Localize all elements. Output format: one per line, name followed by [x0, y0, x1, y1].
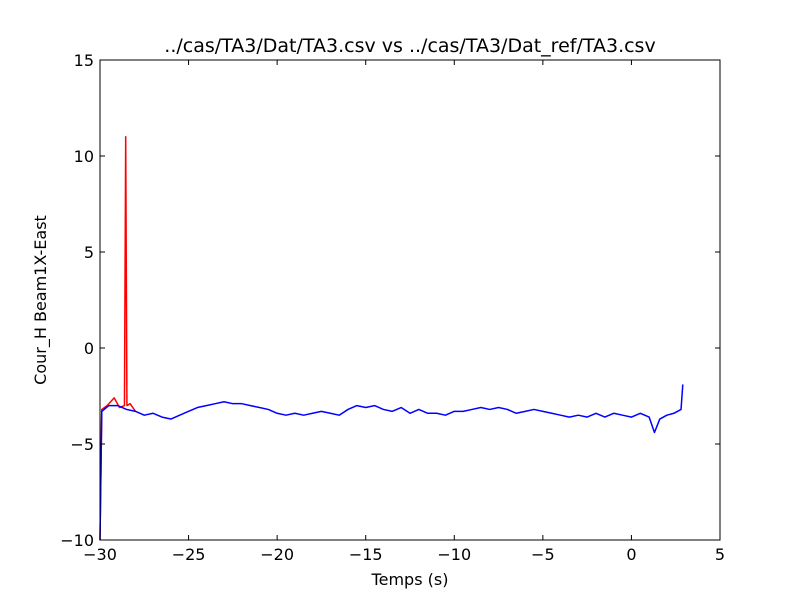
y-axis-title: Cour_H Beam1X-East — [31, 215, 51, 385]
x-ticks: −30 −25 −20 −15 −10 −5 0 5 — [83, 60, 725, 564]
y-tick-label: 0 — [84, 339, 94, 358]
plot-area: −30 −25 −20 −15 −10 −5 0 5 −10 −5 0 5 10 15 — [60, 51, 725, 564]
x-tick-label: −10 — [437, 545, 471, 564]
y-tick-label: −10 — [60, 531, 94, 550]
x-tick-label: −25 — [172, 545, 206, 564]
y-tick-label: 10 — [74, 147, 94, 166]
series-line-1 — [99, 136, 137, 541]
series-layer — [99, 136, 684, 541]
x-tick-label: −20 — [260, 545, 294, 564]
y-ticks: −10 −5 0 5 10 15 — [60, 51, 720, 550]
x-tick-label: −15 — [349, 545, 383, 564]
chart-title: ../cas/TA3/Dat/TA3.csv vs ../cas/TA3/Dat… — [164, 35, 655, 57]
x-tick-label: −5 — [531, 545, 555, 564]
x-tick-label: 5 — [715, 545, 725, 564]
y-tick-label: 15 — [74, 51, 94, 70]
plot-frame-bg — [100, 60, 720, 540]
x-tick-label: −30 — [83, 545, 117, 564]
x-tick-label: 0 — [626, 545, 636, 564]
series-line-2 — [99, 384, 684, 541]
x-axis-title: Temps (s) — [371, 570, 449, 589]
plot-frame — [99, 59, 721, 541]
y-tick-label: −5 — [70, 435, 94, 454]
y-tick-label: 5 — [84, 243, 94, 262]
